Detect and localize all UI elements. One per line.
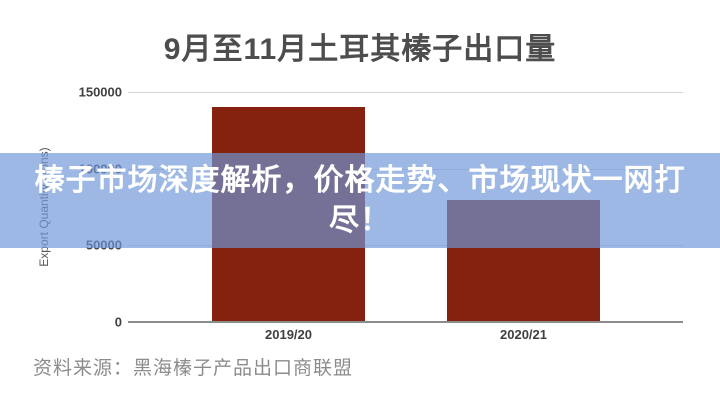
source-attribution: 资料来源：黑海榛子产品出口商联盟 [33,358,354,379]
chart-title: 9月至11月土耳其榛子出口量 [163,33,557,66]
x-category-label: 2020/21 [500,327,547,342]
y-tick-label: 0 [114,314,122,329]
gridline [128,92,683,93]
y-tick-label: 150000 [78,84,122,100]
headline-band: 榛子市场深度解析，价格走势、市场现状一网打 尽！ [0,153,720,248]
x-axis-baseline [128,320,683,323]
headline-line-1: 榛子市场深度解析，价格走势、市场现状一网打 [34,163,686,197]
x-category-label: 2019/20 [265,327,312,342]
headline-line-2: 尽！ [329,203,391,237]
